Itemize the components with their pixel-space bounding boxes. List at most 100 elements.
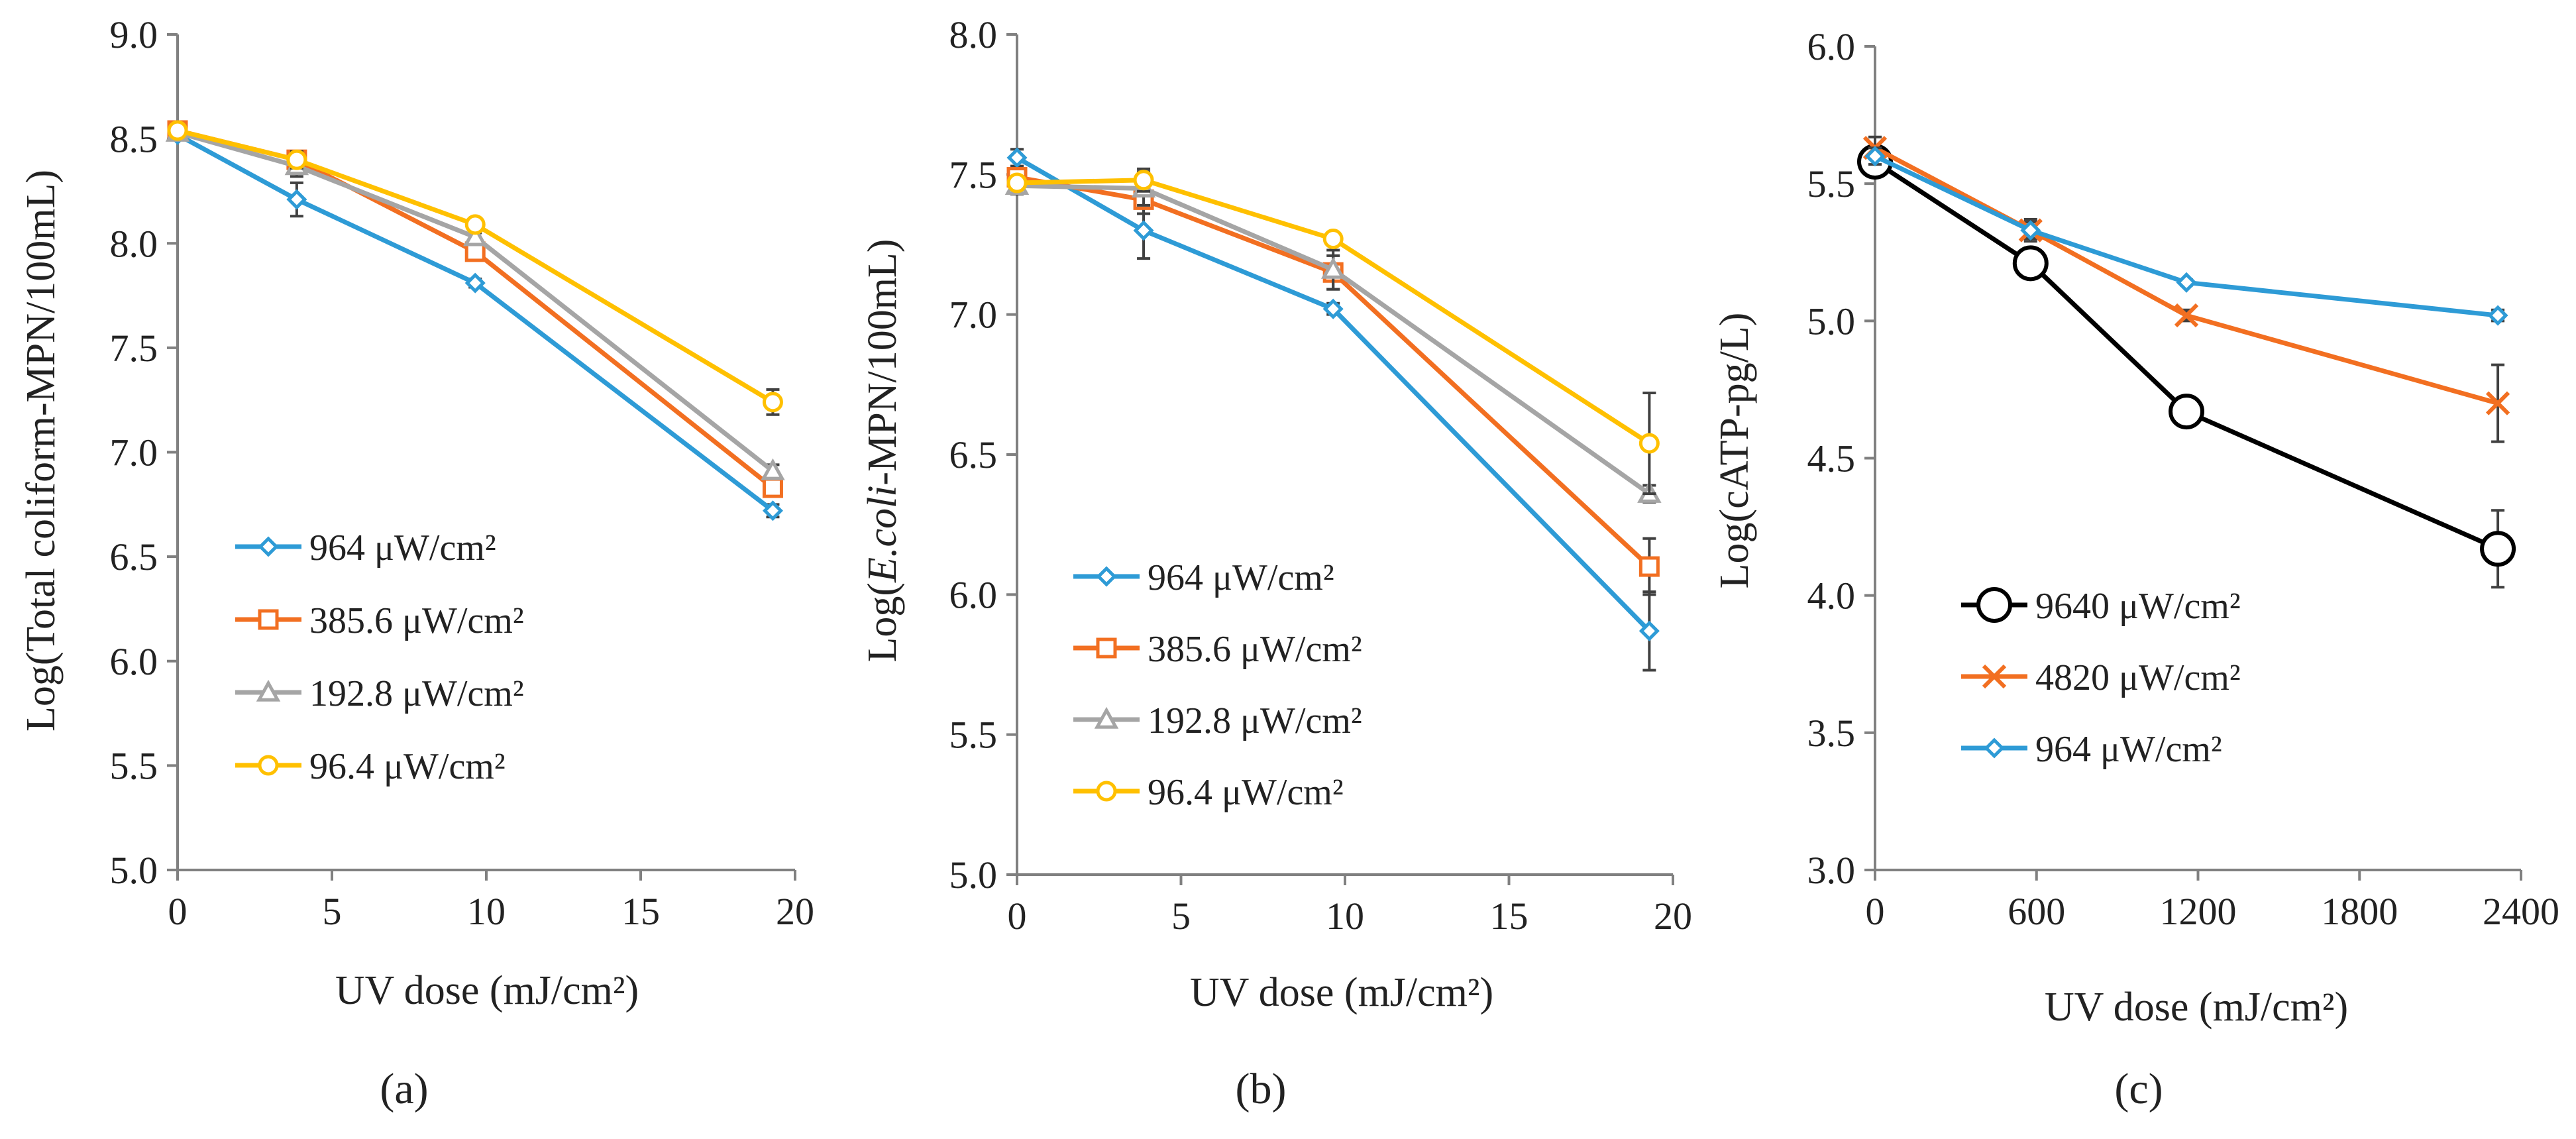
y-tick-label: 7.0 xyxy=(110,431,158,474)
y-tick-label: 7.0 xyxy=(949,294,998,337)
legend-entry: 964 μW/cm² xyxy=(1073,557,1334,598)
x-tick-label: 1800 xyxy=(2321,890,2398,933)
data-point xyxy=(1322,298,1344,319)
data-point xyxy=(761,458,785,480)
legend-label: 964 μW/cm² xyxy=(2035,729,2222,770)
x-tick-label: 0 xyxy=(1008,895,1027,938)
data-point xyxy=(2169,394,2205,430)
data-point xyxy=(2487,305,2508,326)
legend-label: 385.6 μW/cm² xyxy=(1148,629,1362,670)
x-tick-label: 0 xyxy=(168,890,188,933)
panel-a-ylabel: Log(Total coliform-MPN/100mL) xyxy=(19,170,64,732)
series-line xyxy=(177,128,775,404)
series-line xyxy=(1016,155,1651,633)
x-tick-label: 15 xyxy=(1490,895,1529,938)
series-0 xyxy=(1857,144,2516,589)
y-tick-label: 5.5 xyxy=(1807,162,1856,205)
x-tick-label: 10 xyxy=(467,890,506,933)
legend-marker xyxy=(258,609,279,630)
series-2 xyxy=(1864,146,2508,326)
y-tick-label: 8.0 xyxy=(110,222,158,265)
legend-entry: 385.6 μW/cm² xyxy=(1073,629,1362,670)
y-tick-label: 6.0 xyxy=(949,573,998,616)
legend-marker xyxy=(1984,737,2005,759)
y-tick-label: 3.0 xyxy=(1807,849,1856,892)
panel-b: Log(E.coli-MPN/100mL) UV dose (mJ/cm²) (… xyxy=(860,13,1692,1113)
y-tick-label: 5.0 xyxy=(949,853,998,896)
data-point xyxy=(286,189,307,210)
series-line xyxy=(1874,146,2499,406)
data-point xyxy=(464,272,486,294)
series-2 xyxy=(1004,170,1662,504)
legend-marker xyxy=(258,755,279,776)
x-tick-label: 10 xyxy=(1326,895,1364,938)
legend-label: 96.4 μW/cm² xyxy=(309,746,506,787)
x-tick-label: 20 xyxy=(776,890,814,933)
legend-marker xyxy=(1976,587,2012,623)
data-point xyxy=(167,120,188,141)
data-point xyxy=(1133,170,1154,191)
panel-b-ylabel: Log(E.coli-MPN/100mL) xyxy=(860,239,905,663)
legend-entry: 192.8 μW/cm² xyxy=(1073,700,1362,741)
y-tick-label: 6.5 xyxy=(949,433,998,476)
series-line xyxy=(1016,178,1651,446)
y-tick-label: 7.5 xyxy=(949,153,998,196)
panel-c-xlabel: UV dose (mJ/cm²) xyxy=(2045,985,2348,1030)
legend-marker xyxy=(256,679,281,702)
data-point xyxy=(2174,303,2199,328)
y-tick-label: 6.0 xyxy=(1807,25,1856,68)
y-tick-label: 3.5 xyxy=(1807,712,1856,755)
y-tick-label: 4.5 xyxy=(1807,437,1856,480)
series-3 xyxy=(167,120,783,416)
series-line xyxy=(176,133,775,513)
x-tick-label: 2400 xyxy=(2483,890,2559,933)
data-point xyxy=(1638,556,1660,577)
series-line xyxy=(1016,183,1651,496)
legend-marker xyxy=(258,536,279,557)
legend-entry: 964 μW/cm² xyxy=(235,527,496,569)
x-tick-label: 5 xyxy=(1171,895,1191,938)
panel-a-label: (a) xyxy=(380,1065,428,1113)
panel-a-xlabel: UV dose (mJ/cm²) xyxy=(335,968,639,1013)
y-tick-label: 5.0 xyxy=(1807,299,1856,343)
data-point xyxy=(762,477,783,498)
panel-b-label: (b) xyxy=(1236,1065,1287,1113)
legend-entry: 96.4 μW/cm² xyxy=(1073,772,1344,813)
panel-b-ylabel-italic: E.coli xyxy=(860,486,905,583)
panel-c-label: (c) xyxy=(2114,1065,2163,1113)
y-tick-label: 5.5 xyxy=(949,714,998,757)
y-tick-label: 7.5 xyxy=(110,327,158,370)
series-line xyxy=(1874,154,2498,318)
legend-label: 385.6 μW/cm² xyxy=(309,600,524,641)
y-tick-label: 8.5 xyxy=(110,118,158,161)
legend-entry: 4820 μW/cm² xyxy=(1961,657,2241,698)
legend-entry: 964 μW/cm² xyxy=(1961,729,2222,770)
data-point xyxy=(762,392,783,413)
data-point xyxy=(286,149,307,170)
y-tick-label: 9.0 xyxy=(110,13,158,56)
y-tick-label: 6.0 xyxy=(110,640,158,683)
panel-c-ylabel: Log(cATP-pg/L) xyxy=(1712,313,1757,589)
series-line xyxy=(1874,160,2499,551)
legend-marker xyxy=(1094,706,1119,729)
y-tick-label: 5.5 xyxy=(110,744,158,787)
data-point xyxy=(1322,229,1344,250)
y-tick-label: 8.0 xyxy=(949,13,998,56)
x-tick-label: 1200 xyxy=(2160,890,2237,933)
x-tick-label: 5 xyxy=(323,890,342,933)
legend-label: 9640 μW/cm² xyxy=(2035,586,2241,627)
legend-marker xyxy=(1096,637,1117,659)
legend-label: 4820 μW/cm² xyxy=(2035,657,2241,698)
data-point xyxy=(2012,245,2049,282)
y-tick-label: 4.0 xyxy=(1807,574,1856,618)
data-point xyxy=(1638,620,1660,641)
data-point xyxy=(1133,220,1154,241)
legend-entry: 192.8 μW/cm² xyxy=(235,673,524,714)
x-tick-label: 15 xyxy=(621,890,660,933)
series-line xyxy=(177,130,775,473)
data-point xyxy=(2020,220,2041,241)
panel-c: Log(cATP-pg/L) UV dose (mJ/cm²) (c) 3.0 3… xyxy=(1712,25,2559,1113)
data-point xyxy=(1006,147,1028,168)
x-tick-label: 0 xyxy=(1866,890,1885,933)
